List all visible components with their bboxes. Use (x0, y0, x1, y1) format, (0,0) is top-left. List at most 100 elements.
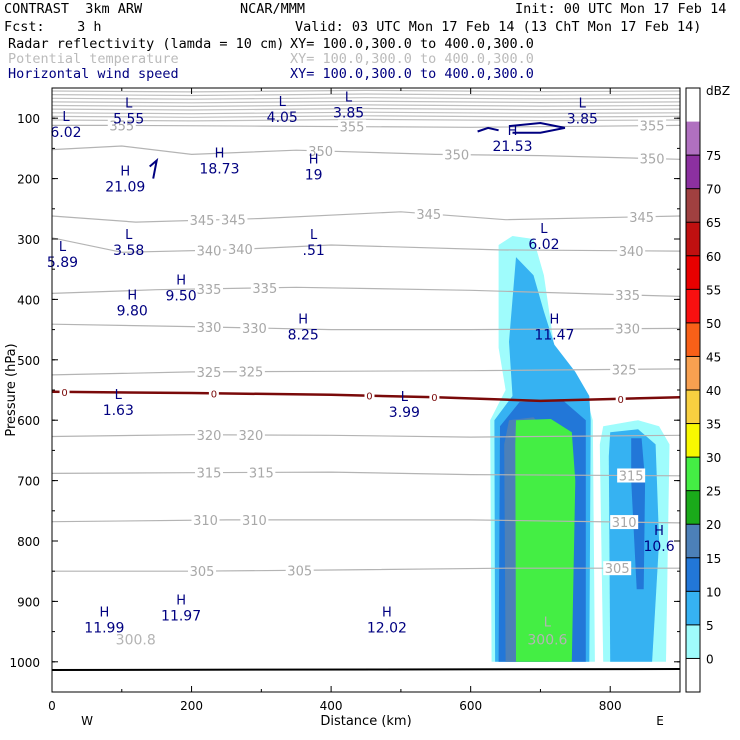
y-tick-label-5: 600 (17, 414, 40, 428)
theta-label-bg (613, 287, 642, 302)
freezing-label-bg (208, 387, 219, 400)
freezing-label-bg (429, 391, 440, 404)
colorbar-label-65: 65 (706, 216, 721, 230)
colorbar-label-45: 45 (706, 350, 721, 364)
theta-label-325-0: 325 (197, 366, 222, 381)
y-tick-label-2: 300 (17, 233, 40, 247)
colorbar-label-55: 55 (706, 283, 721, 297)
west-label: W (81, 714, 93, 728)
upper-contour-6 (52, 111, 680, 115)
theta-label-320-1: 320 (238, 429, 263, 444)
freezing-label-bg (59, 385, 70, 398)
theta-label-335-0: 335 (197, 283, 222, 298)
freezing-label-4: 0 (618, 395, 624, 406)
theta-label-345-2: 345 (416, 208, 441, 223)
extremum-type-12: L (59, 240, 67, 255)
extrema-labels: L6.02L5.55L4.05L3.85L3.85H21.53H18.73H19… (47, 90, 675, 648)
upper-contour-3 (52, 100, 680, 104)
colorbar-cell-12 (686, 255, 700, 290)
theta-contours: 355 355 355 350 350 350 345 345 345 345 340 340 340 3… (52, 118, 680, 580)
reflectivity-area-6 (608, 429, 660, 662)
theta-contour-345 (52, 211, 680, 223)
field-reflectivity-label: Radar reflectivity (lamda = 10 cm) (8, 36, 285, 52)
colorbar-cell-15 (686, 155, 700, 189)
colorbar-label-75: 75 (706, 149, 721, 163)
organization: NCAR/MMM (240, 1, 306, 17)
theta-label-bg (191, 513, 220, 528)
freezing-label-3: 0 (431, 393, 437, 404)
y-tick-label-8: 900 (17, 595, 40, 609)
colorbar-label-40: 40 (706, 384, 721, 398)
theta-label-315-1: 315 (249, 466, 274, 481)
extremum-value-13: 9.50 (166, 288, 197, 304)
colorbar-label-60: 60 (706, 250, 721, 264)
extremum-type-2: L (279, 95, 287, 110)
theta-label-bg (195, 364, 223, 379)
theta-label-bg (240, 320, 269, 335)
field-theta-label: Potential temperature (8, 51, 179, 67)
colorbar-label-30: 30 (706, 451, 721, 465)
y-axis-label: Pressure (hPa) (4, 343, 19, 436)
colorbar-cell-0 (686, 658, 700, 692)
extremum-value-6: 18.73 (199, 161, 239, 177)
theta-label-345-0: 345 (190, 214, 215, 229)
upper-contour-8 (52, 118, 680, 122)
theta-label-bg (236, 427, 265, 442)
extremum-type-11: L (540, 222, 548, 237)
extremum-type-9: L (125, 228, 133, 243)
colorbar-cell-9 (686, 356, 700, 390)
theta-contour-305 (52, 567, 680, 572)
freezing-label-2: 0 (366, 392, 372, 403)
theta-label-340-0: 340 (197, 244, 222, 259)
theta-label-bg (285, 563, 314, 578)
upper-contour-5 (52, 107, 680, 111)
extremum-value-22: 12.02 (367, 621, 407, 637)
theta-label-bg (236, 364, 265, 379)
extremum-value-0: 6.02 (50, 125, 81, 141)
theta-label-310-2: 310 (612, 516, 637, 531)
field-wind-xy: XY= 100.0,300.0 to 400.0,300.0 (290, 66, 534, 82)
theta-label-bg (219, 212, 248, 227)
jet-contour-right (508, 121, 566, 134)
extremum-type-6: H (215, 146, 225, 161)
theta-label-310-1: 310 (242, 514, 267, 529)
theta-label-325-1: 325 (238, 366, 263, 381)
colorbar-unit: dBZ (706, 84, 730, 98)
theta-contour-310 (52, 519, 680, 524)
extremum-type-14: H (127, 288, 137, 303)
freezing-level: 0 0 0 0 0 (52, 385, 680, 406)
freezing-label-1: 0 (211, 389, 217, 400)
extremum-type-7: H (309, 153, 319, 168)
theta-label-310-0: 310 (193, 514, 218, 529)
extremum-type-17: L (115, 388, 123, 403)
colorbar-cell-5 (686, 490, 700, 525)
theta-label-bg (627, 209, 656, 224)
colorbar: 0 5 10 15 20 25 30 35 40 45 50 55 60 65 70 75 dBZ (685, 84, 730, 693)
theta-contour-340 (52, 237, 680, 253)
theta-label-bg (195, 465, 223, 480)
extremum-value-19: 10.6 (643, 539, 674, 555)
upper-contour-0 (52, 89, 680, 93)
colorbar-label-10: 10 (706, 585, 721, 599)
extremum-type-20: H (176, 593, 186, 608)
theta-label-bg (638, 118, 667, 133)
y-tick-label-3: 400 (17, 293, 40, 307)
theta-extremum-value-1: 300.6 (527, 633, 567, 649)
jet-contour-left (477, 126, 499, 133)
colorbar-cell-11 (686, 289, 700, 323)
extremum-value-20: 11.97 (161, 608, 201, 624)
theta-label-340-2: 340 (619, 245, 644, 260)
y-tick-label-4: 500 (17, 354, 40, 368)
wind-speed-features (149, 121, 566, 179)
extremum-value-5: 21.53 (492, 139, 532, 155)
axes: 100 200 300 400 500 600 700 800 900 1000 0 200 400 60… (4, 87, 680, 729)
field-wind-label: Horizontal wind speed (8, 66, 179, 82)
extremum-type-19: H (654, 524, 664, 539)
colorbar-cell-2 (686, 591, 700, 625)
theta-label-bg (226, 242, 255, 257)
x-tick-label-2: 400 (320, 699, 343, 713)
theta-contour-320 (52, 434, 680, 438)
field-reflectivity-xy: XY= 100.0,300.0 to 400.0,300.0 (290, 36, 534, 52)
theta-label-335-2: 335 (615, 289, 640, 304)
theta-label-315-0: 315 (197, 467, 222, 482)
